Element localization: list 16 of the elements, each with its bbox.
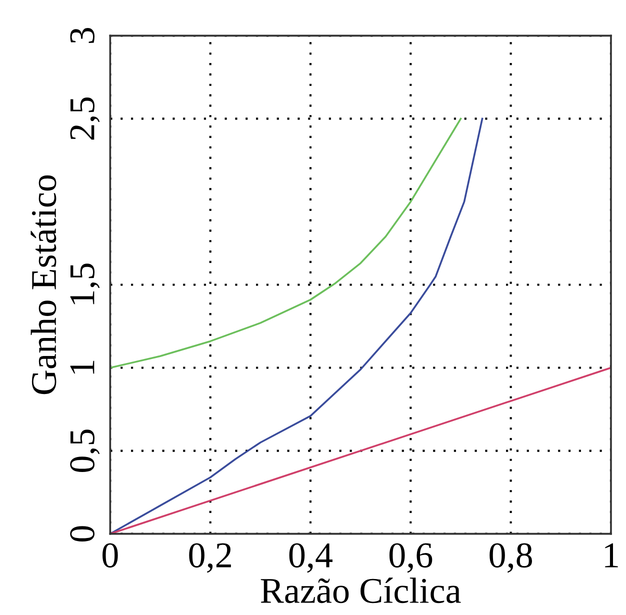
- x-tick-label: 0,8: [490, 543, 532, 573]
- y-tick-label: 1: [70, 360, 94, 374]
- y-tick-label: 0,5: [70, 430, 100, 472]
- y-tick-label: 0: [70, 526, 95, 542]
- y-tick-label: 2,5: [70, 98, 100, 140]
- line-series: [110, 118, 462, 369]
- y-axis-title: Ganho Estático: [30, 175, 56, 394]
- line-series: [110, 118, 484, 534]
- x-tick-label: 1: [605, 543, 618, 568]
- x-tick-label: 0,6: [389, 543, 432, 573]
- x-tick-label: 0,4: [289, 543, 332, 573]
- x-tick-label: 0: [102, 543, 118, 568]
- y-tick-label: 3: [70, 28, 95, 43]
- x-axis-title: Razão Cíclica: [260, 578, 461, 604]
- y-tick-label: 1,5: [70, 264, 100, 304]
- x-tick-label: 0,2: [189, 543, 231, 573]
